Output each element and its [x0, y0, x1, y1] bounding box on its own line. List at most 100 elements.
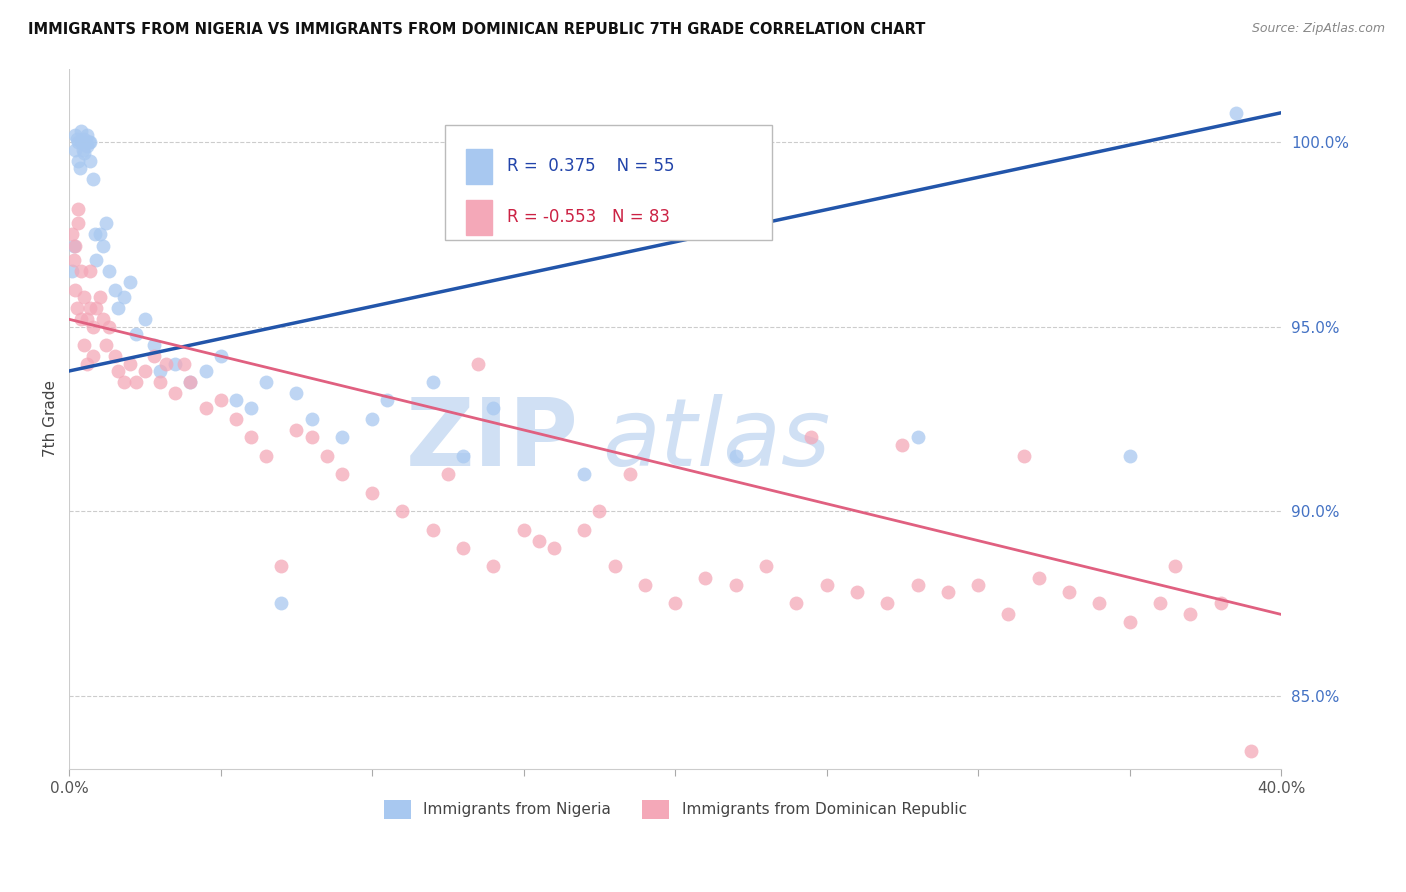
Point [73, 146, 96, 161]
Point [79, 264, 101, 278]
Point [1118, 615, 1140, 629]
Point [391, 504, 413, 518]
Point [1180, 607, 1202, 622]
Point [512, 523, 534, 537]
Point [143, 338, 166, 352]
FancyBboxPatch shape [465, 200, 492, 235]
Point [527, 533, 550, 548]
Point [482, 401, 505, 415]
Point [67, 153, 90, 168]
Point [634, 578, 657, 592]
Point [91, 238, 114, 252]
Point [76, 312, 98, 326]
Point [451, 541, 474, 555]
Point [62, 238, 84, 252]
Point [112, 290, 135, 304]
Text: R = -0.553   N = 83: R = -0.553 N = 83 [506, 208, 669, 227]
Point [112, 375, 135, 389]
Point [467, 357, 489, 371]
Point [603, 559, 626, 574]
Point [301, 430, 323, 444]
Point [907, 430, 929, 444]
Point [800, 430, 823, 444]
Point [76, 357, 98, 371]
Point [330, 467, 353, 482]
Point [724, 449, 747, 463]
Point [97, 264, 120, 278]
Point [997, 607, 1019, 622]
Point [876, 596, 898, 610]
Point [451, 449, 474, 463]
Point [574, 467, 596, 482]
Point [94, 216, 117, 230]
Point [482, 559, 505, 574]
Point [845, 585, 868, 599]
Point [66, 131, 89, 145]
Point [79, 301, 101, 316]
Point [225, 412, 247, 426]
Point [82, 172, 104, 186]
Point [70, 312, 93, 326]
Point [86, 301, 108, 316]
Point [107, 301, 129, 316]
Point [1088, 596, 1111, 610]
Point [73, 338, 96, 352]
Point [422, 375, 444, 389]
Point [574, 523, 596, 537]
Point [270, 559, 292, 574]
Point [967, 578, 990, 592]
Point [194, 401, 217, 415]
Point [89, 290, 111, 304]
Point [1240, 744, 1263, 758]
Point [82, 349, 104, 363]
Point [67, 216, 90, 230]
Point [785, 596, 807, 610]
Point [65, 128, 87, 142]
Point [77, 136, 100, 150]
Point [65, 283, 87, 297]
Point [94, 338, 117, 352]
Point [82, 319, 104, 334]
Point [724, 578, 747, 592]
Text: atlas: atlas [602, 394, 831, 485]
Point [67, 136, 90, 150]
Point [1225, 105, 1247, 120]
Text: ZIP: ZIP [405, 394, 578, 486]
Point [143, 349, 166, 363]
Point [240, 401, 263, 415]
Point [1209, 596, 1232, 610]
Point [422, 523, 444, 537]
Text: Source: ZipAtlas.com: Source: ZipAtlas.com [1251, 22, 1385, 36]
Text: IMMIGRANTS FROM NIGERIA VS IMMIGRANTS FROM DOMINICAN REPUBLIC 7TH GRADE CORRELAT: IMMIGRANTS FROM NIGERIA VS IMMIGRANTS FR… [28, 22, 925, 37]
Point [91, 312, 114, 326]
Point [588, 504, 610, 518]
Point [125, 375, 148, 389]
Point [1149, 596, 1171, 610]
Point [179, 375, 201, 389]
Point [118, 357, 141, 371]
Point [70, 264, 93, 278]
Point [75, 136, 97, 150]
Point [104, 283, 127, 297]
Point [65, 143, 87, 157]
Point [315, 449, 337, 463]
Point [107, 364, 129, 378]
Point [86, 253, 108, 268]
Point [118, 276, 141, 290]
Point [330, 430, 353, 444]
FancyBboxPatch shape [465, 149, 492, 184]
Point [1164, 559, 1187, 574]
Point [79, 136, 101, 150]
Point [1028, 570, 1050, 584]
Point [73, 131, 96, 145]
Point [361, 485, 384, 500]
Point [194, 364, 217, 378]
Point [89, 227, 111, 242]
Point [76, 139, 98, 153]
Point [155, 357, 177, 371]
Point [755, 559, 778, 574]
Point [60, 264, 83, 278]
Point [285, 386, 308, 401]
Point [72, 143, 94, 157]
Point [209, 393, 232, 408]
